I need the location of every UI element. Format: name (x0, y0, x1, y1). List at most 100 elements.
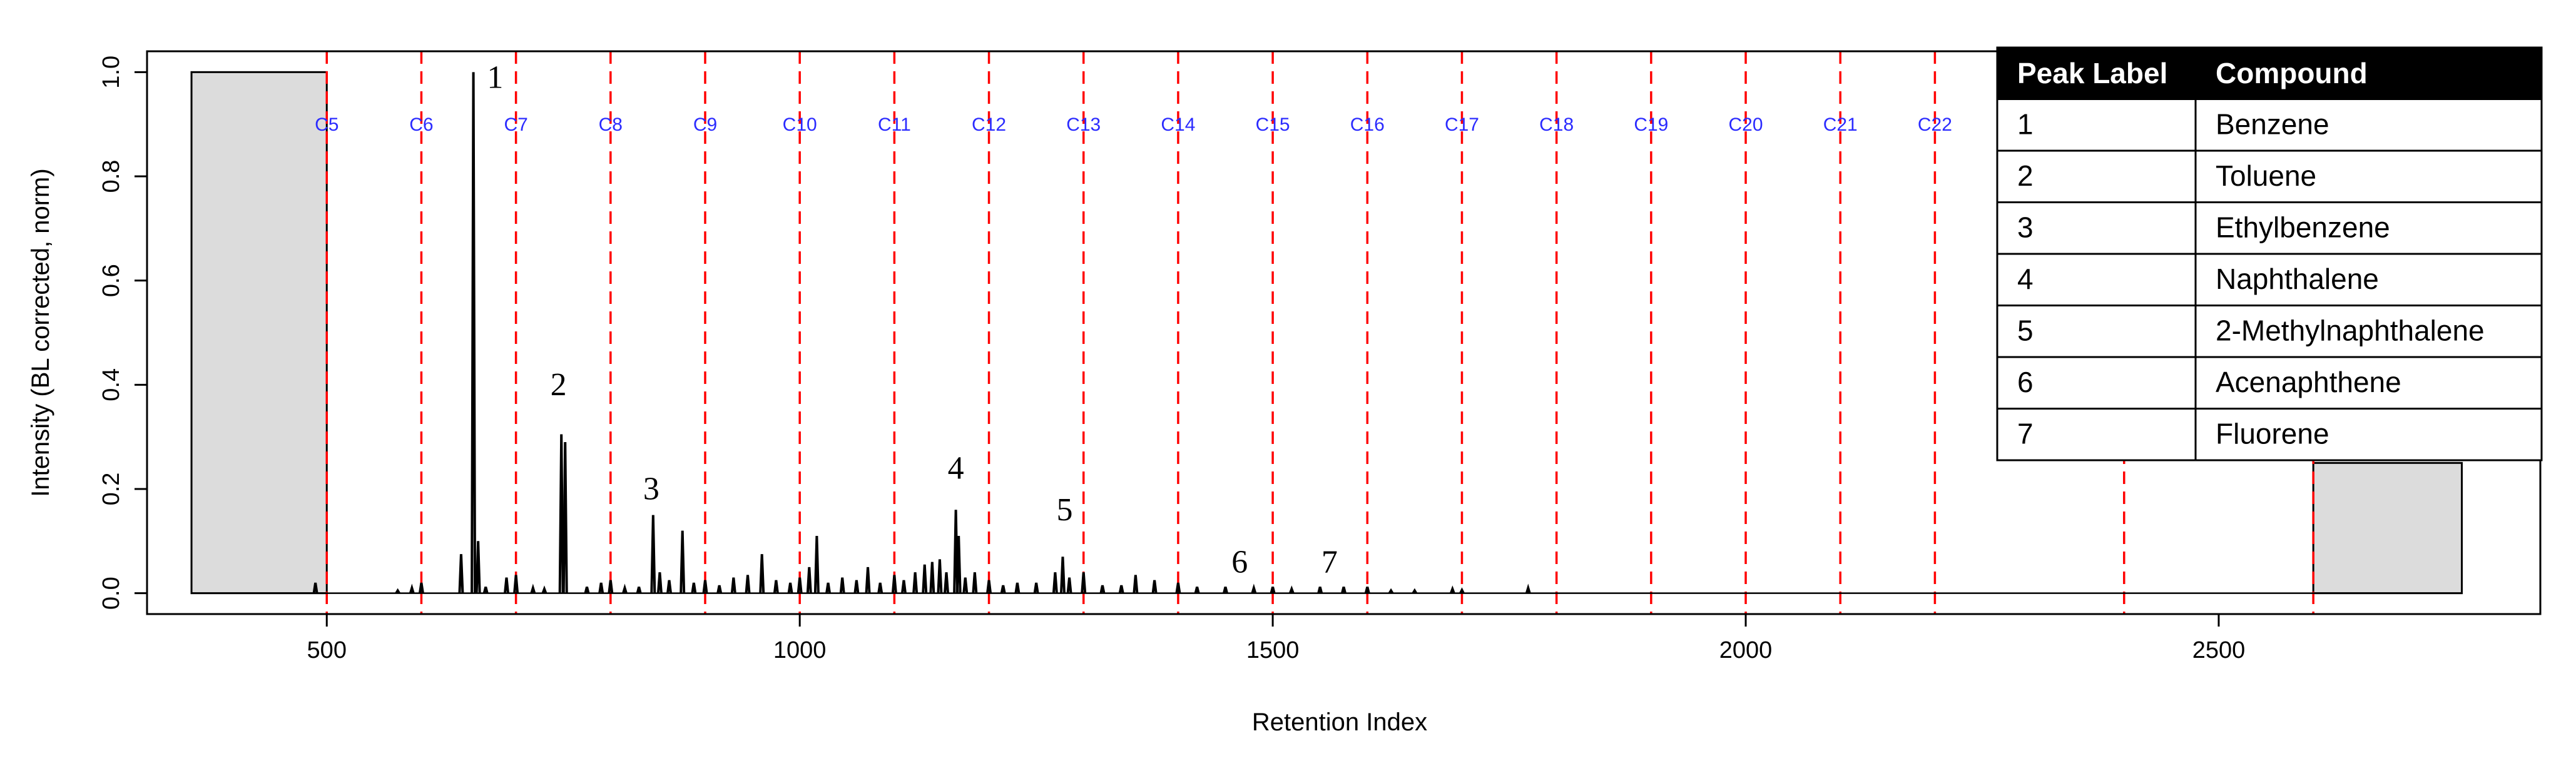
table-cell: 1 (2017, 108, 2034, 141)
chromatogram-peak (1033, 582, 1039, 593)
chromatogram-peak (1059, 557, 1066, 593)
chromatogram-peak (1014, 582, 1021, 593)
alkane-marker-label: C17 (1445, 114, 1479, 135)
excluded-region-2 (2312, 461, 2463, 595)
chromatogram-peak (680, 530, 686, 593)
alkane-marker-label: C11 (878, 114, 911, 135)
y-axis-title: Intensity (BL corrected, norm) (27, 168, 54, 496)
chromatogram-peak (1223, 587, 1228, 594)
excluded-region-layer (190, 71, 2463, 595)
y-tick-label: 0.0 (98, 577, 125, 610)
table-cell: 6 (2017, 366, 2034, 398)
chromatogram-peak (395, 588, 400, 594)
chromatogram-peak (1175, 582, 1181, 593)
x-tick-label: 2000 (1719, 637, 1773, 663)
chromatogram-peak (482, 587, 489, 594)
axis-layer: 500 1000 1500 2000 2500 0.0 0.2 0.4 0.6 0.8 1.0 (98, 56, 2245, 663)
chromatogram-peak (409, 583, 415, 594)
chromatogram-peak (839, 577, 845, 593)
chromatogram-peak (972, 572, 978, 593)
alkane-marker-label: C19 (1634, 114, 1668, 135)
chromatogram-peak (806, 567, 812, 593)
alkane-marker-label: C20 (1729, 114, 1763, 135)
chromatogram-peak (1288, 585, 1295, 594)
chromatogram-peak (944, 572, 950, 593)
chromatogram-peak (666, 580, 673, 593)
chromatogram-peak (1270, 587, 1276, 594)
chromatogram-peak (955, 535, 962, 593)
chromatogram-peak (1412, 588, 1418, 594)
chromatogram-peak (929, 562, 935, 593)
chromatogram-peak (541, 585, 547, 594)
peak-number-label: 1 (487, 59, 503, 95)
peak-label-layer: 1 2 3 4 5 6 7 (487, 59, 1337, 580)
chromatogram-peak (513, 575, 519, 593)
chromatogram-peak (475, 541, 481, 593)
chromatogram-peak (1066, 577, 1072, 593)
table-cell: Toluene (2216, 159, 2316, 192)
chromatogram-peak (759, 554, 765, 593)
y-tick-label: 0.8 (98, 160, 125, 193)
alkane-marker-label: C21 (1823, 114, 1858, 135)
chromatogram-peak (636, 587, 642, 594)
chromatogram-peak (891, 575, 897, 593)
peak-layer (312, 72, 1531, 594)
chromatogram-peak (1341, 587, 1347, 594)
chromatogram-peak (773, 580, 779, 593)
table-cell: 2-Methylnaphthalene (2216, 315, 2485, 347)
chromatogram-peak (865, 567, 871, 593)
chromatogram-peak (656, 572, 663, 593)
chromatogram-peak (716, 585, 723, 594)
chromatogram-peak (1449, 585, 1455, 594)
chromatogram-peak (650, 515, 656, 593)
alkane-marker-label: C12 (972, 114, 1006, 135)
chromatogram-peak (1133, 575, 1139, 593)
x-tick-label: 1000 (773, 637, 827, 663)
table-cell: 4 (2017, 263, 2034, 295)
chromatogram-peak (1364, 587, 1370, 594)
peak-compound-table: Peak Label Compound 1 Benzene 2 Toluene 3 Ethyl… (1996, 46, 2543, 461)
table-cell: 7 (2017, 418, 2034, 450)
chromatogram-peak (1000, 585, 1006, 594)
table-cell: 3 (2017, 211, 2034, 244)
table-cell: Ethylbenzene (2216, 211, 2390, 244)
chromatogram-peak (745, 575, 751, 593)
chromatogram-peak (1194, 587, 1200, 594)
chromatogram-peak (877, 582, 883, 593)
table-cell: Benzene (2216, 108, 2329, 141)
alkane-marker-label: C14 (1161, 114, 1195, 135)
chromatogram-peak (986, 580, 992, 593)
chromatogram-peak (1459, 587, 1465, 594)
y-tick-label: 0.4 (98, 368, 125, 401)
chromatogram-peak (797, 577, 803, 593)
chromatogram-peak (1251, 583, 1257, 594)
alkane-marker-label: C15 (1256, 114, 1290, 135)
y-tick-label: 0.6 (98, 264, 125, 297)
peak-number-label: 2 (551, 367, 567, 403)
chromatogram-peak (1388, 588, 1394, 594)
peak-number-label: 6 (1231, 544, 1248, 580)
alkane-marker-label: C13 (1066, 114, 1101, 135)
alkane-marker-label: C9 (693, 114, 717, 135)
table-cell: Acenaphthene (2216, 366, 2401, 398)
table-cell: Fluorene (2216, 418, 2329, 450)
chromatogram-peak (901, 580, 907, 593)
chromatogram-peak (853, 580, 860, 593)
chromatogram-peak (1052, 572, 1058, 593)
table-cell: Naphthalene (2216, 263, 2379, 295)
alkane-marker-label: C7 (504, 114, 527, 135)
chromatogram-peak (562, 441, 568, 593)
peak-number-label: 7 (1321, 544, 1338, 580)
table-header-background (1997, 48, 2542, 99)
chromatogram-peak (702, 580, 708, 593)
y-tick-label: 1.0 (98, 56, 125, 89)
table-header-cell: Peak Label (2017, 57, 2167, 89)
x-tick-label: 1500 (1246, 637, 1300, 663)
alkane-marker-label: C16 (1350, 114, 1385, 135)
table-cell: 2 (2017, 159, 2034, 192)
chromatogram-peak (312, 582, 318, 593)
alkane-marker-label: C5 (315, 114, 339, 135)
chromatogram-peak (912, 572, 919, 593)
alkane-marker-layer: C5 C6 C7 C8 C9 C10 C11 C12 C13 C14 C15 C16 C17 C18 C19… (315, 51, 2314, 614)
